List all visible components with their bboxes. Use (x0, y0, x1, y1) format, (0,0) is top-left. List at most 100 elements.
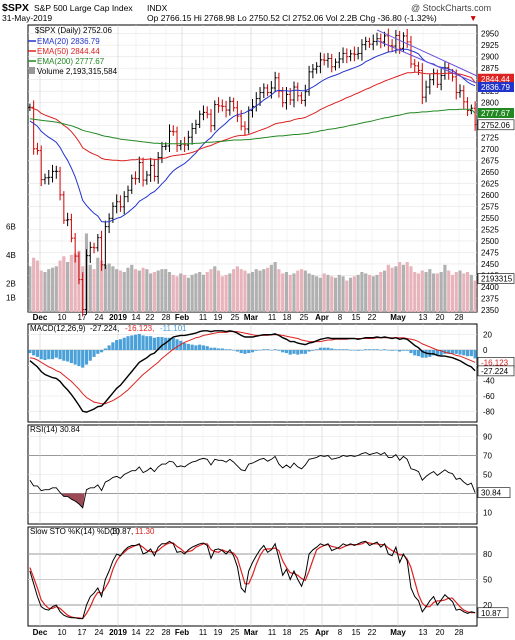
macd-histogram-bar (281, 350, 285, 353)
date-label-bottom: 11 (268, 628, 277, 637)
price-tick-label: 2525 (481, 225, 499, 234)
macd-histogram-bar (345, 349, 349, 350)
volume-bar (394, 266, 398, 312)
macd-histogram-bar (213, 347, 217, 350)
volume-bar (66, 262, 70, 312)
volume-bar (149, 273, 153, 312)
volume-bar (239, 269, 243, 312)
price-tick-label: 2900 (481, 53, 499, 62)
date-label-bottom: 22 (146, 628, 155, 637)
macd-histogram-bar (462, 350, 466, 356)
rsi-tick-label: 10 (483, 509, 492, 518)
macd-histogram-bar (250, 350, 255, 353)
trendline-upper (376, 29, 478, 77)
macd-histogram-bar (401, 350, 406, 351)
macd-histogram-bar (288, 350, 292, 355)
date-label: Dec (33, 313, 48, 322)
date-label: 13 (419, 313, 428, 322)
volume-bar (266, 267, 270, 312)
sto-k-line (29, 540, 476, 620)
sto-tick-label: 80 (483, 550, 492, 559)
macd-histogram-bar (315, 349, 319, 350)
price-tick-label: 2500 (481, 237, 499, 246)
volume-bar (145, 269, 149, 312)
macd-histogram-bar (194, 345, 198, 350)
macd-histogram-bar (66, 350, 70, 362)
price-legend-text: $SPX (Daily) 2752.06 (35, 26, 112, 35)
macd-histogram-bar (322, 347, 326, 350)
volume-bar (111, 266, 115, 312)
volume-tag: 2193315 (481, 275, 513, 284)
date-axis-labels: DecDec10101717242420192019141422222828Fe… (33, 313, 464, 637)
volume-bar (133, 269, 138, 312)
macd-histogram-bar (220, 348, 224, 350)
macd-histogram-bar (409, 350, 413, 354)
macd-histogram-bar (235, 350, 239, 352)
ema50-tag: 2844.44 (481, 75, 510, 84)
volume-bar (330, 276, 334, 312)
volume-bar (43, 272, 47, 312)
volume-bar (194, 273, 198, 312)
volume-bar (54, 266, 58, 312)
volume-bar (371, 276, 375, 312)
price-tick-label: 2400 (481, 283, 499, 292)
sto-d-legend-value: 11.30 (135, 527, 155, 536)
price-legend: $SPX (Daily) 2752.06 EMA(20) 2836.79 EMA… (28, 26, 118, 76)
macd-histogram-bar (224, 349, 228, 350)
sto-d-line (29, 541, 476, 620)
macd-tick-label: 20 (483, 331, 492, 340)
macd-histogram-bar (450, 350, 455, 354)
volume-bar (318, 277, 323, 312)
macd-tick-label: -80 (483, 407, 495, 416)
macd-histogram-bar (447, 350, 451, 354)
rsi-line (29, 452, 476, 509)
volume-bar (205, 272, 209, 312)
macd-histogram-bar (103, 348, 107, 350)
date-label: 28 (162, 313, 171, 322)
macd-histogram-bar (405, 350, 409, 351)
price-tick-label: 2475 (481, 248, 499, 257)
macd-histogram-bar (330, 348, 334, 350)
sto-tag: 10.87 (481, 609, 502, 618)
price-tick-label: 2725 (481, 133, 499, 142)
volume-legend-text: Volume 2,193,315,584 (37, 67, 118, 76)
date-label: Feb (175, 313, 189, 322)
volume-bar (345, 280, 349, 312)
panel-frame (27, 526, 478, 627)
macd-legend: MACD(12,26,9) -27.224, -16.123, -11.101 (30, 324, 187, 333)
volume-tick-label: 6B (6, 222, 16, 231)
macd-histogram-bar (73, 350, 77, 365)
macd-histogram-bar (186, 343, 190, 350)
volume-bar (439, 272, 443, 312)
volume-bar (405, 262, 409, 312)
volume-bar (235, 266, 239, 312)
volume-bar (103, 264, 107, 312)
gridlines (28, 25, 477, 626)
macd-histogram-bar (32, 350, 36, 356)
ema-lines (29, 29, 478, 223)
volume-bar (277, 269, 281, 312)
volume-bar (92, 269, 96, 312)
price-tick-label: 2700 (481, 145, 499, 154)
quote-line: Op 2766.15 Hi 2768.98 Lo 2750.52 Cl 2752… (147, 13, 437, 23)
volume-bar (292, 273, 296, 312)
rsi-tag-bg (477, 487, 511, 499)
macd-signal-tag: -16.123 (481, 358, 509, 367)
ema50-tag-bg (478, 73, 514, 84)
date-label-bottom: 28 (162, 628, 171, 637)
macd-histogram-bar (209, 347, 213, 350)
exchange-label: INDX (147, 3, 168, 13)
macd-histogram-bar (133, 334, 138, 350)
volume-bar (420, 270, 424, 312)
price-tick-label: 2375 (481, 294, 499, 303)
macd-histogram-bar (243, 350, 247, 354)
date-label: 14 (132, 313, 141, 322)
date-label: 20 (436, 313, 445, 322)
volume-bar (450, 274, 455, 312)
date-label: 17 (78, 313, 87, 322)
macd-histogram-bar (258, 350, 262, 351)
macd-histogram-bar (175, 339, 179, 350)
macd-histogram-bar (307, 350, 311, 352)
sto-panel-plot (29, 540, 476, 620)
volume-bar (216, 270, 221, 312)
